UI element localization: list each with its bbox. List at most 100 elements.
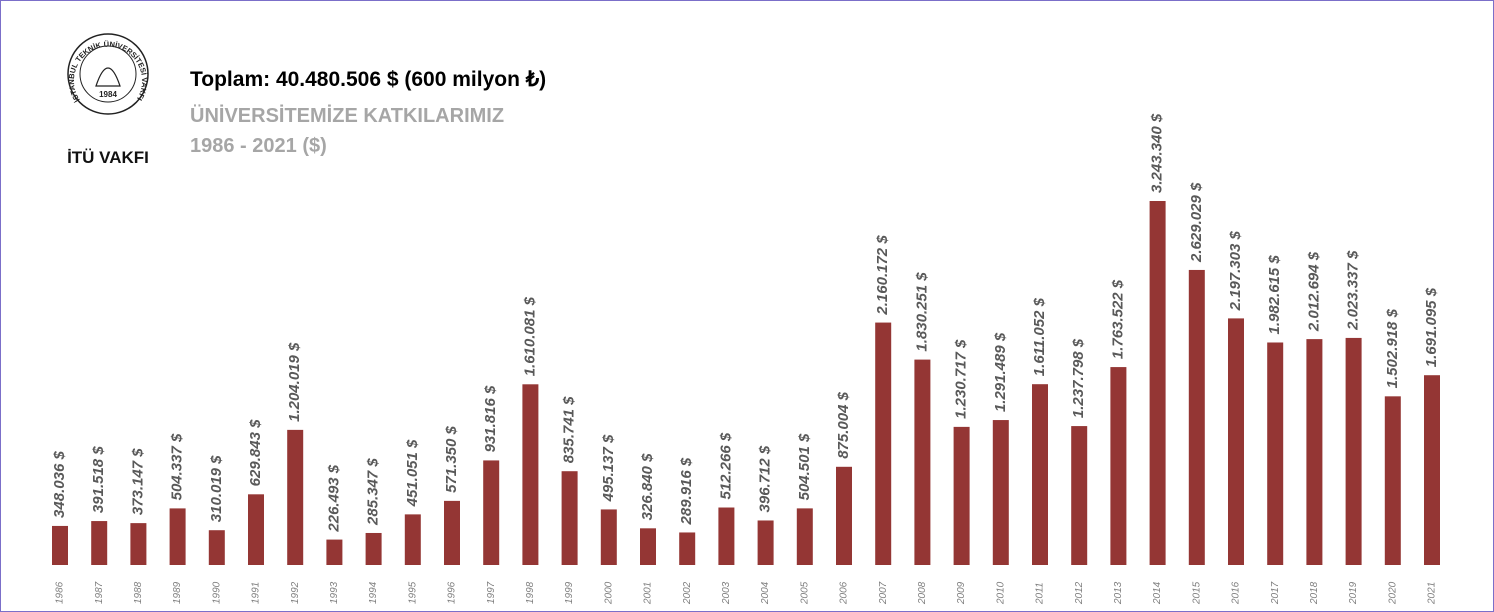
value-label: 1.982.615 $ [1266,255,1283,335]
value-label: 512.266 $ [717,432,734,499]
bar [1228,318,1244,565]
bar [365,532,382,565]
bar [679,532,696,565]
bar [640,528,656,565]
bar [914,359,931,565]
value-label: 875.004 $ [835,391,852,458]
chart-title: Toplam: 40.480.506 $ (600 milyon ₺) [190,68,546,91]
value-label: 2.629.029 $ [1188,182,1205,263]
x-tick-label: 2017 [1270,581,1281,605]
x-tick-label: 2005 [799,581,810,605]
x-tick-label: 1992 [290,581,301,604]
x-tick-label: 1990 [211,581,222,604]
bar [169,508,186,565]
value-label: 1.204.019 $ [286,342,303,422]
value-label: 396.712 $ [757,445,774,512]
x-tick-label: 1989 [172,581,183,604]
x-tick-label: 1995 [407,581,418,604]
x-tick-label: 2006 [839,581,850,605]
bar [326,539,343,565]
x-tick-label: 2018 [1309,581,1320,605]
value-label: 835.741 $ [561,396,578,463]
logo-emblem [95,67,121,87]
x-tick-label: 1996 [447,581,458,604]
value-label: 289.916 $ [678,457,695,525]
bar [953,426,970,565]
value-label: 495.137 $ [600,434,617,502]
x-tick-label: 2001 [643,582,654,605]
bar [404,514,421,565]
logo-name: İTÜ VAKFI [67,148,149,167]
x-tick-label: 1991 [251,582,262,604]
bar [600,509,617,565]
value-label: 1.610.081 $ [521,296,538,376]
x-tick-label: 2003 [721,581,732,605]
bar [718,507,735,565]
bar [1424,375,1440,565]
x-tick-label: 2021 [1427,582,1438,605]
x-tick-label: 1993 [329,581,340,604]
x-tick-label: 1998 [525,581,536,604]
logo-ring [67,33,149,115]
x-tick-label: 2010 [995,581,1006,605]
value-label: 326.840 $ [639,453,656,520]
x-tick-label: 2015 [1191,581,1202,605]
value-label: 373.147 $ [129,448,146,515]
x-tick-label: 2019 [1348,581,1359,605]
bar [248,494,264,565]
value-label: 391.518 $ [90,446,107,513]
x-tick-label: 2013 [1113,581,1124,605]
value-label: 1.611.052 $ [1031,297,1048,376]
value-label: 451.051 $ [404,439,421,507]
x-tick-label: 2007 [878,581,889,605]
value-label: 1.763.522 $ [1109,279,1126,359]
value-label: 504.337 $ [169,433,186,500]
x-tick-label: 1988 [133,581,144,604]
value-label: 2.023.337 $ [1345,250,1362,331]
bar [52,525,68,565]
value-label: 571.350 $ [443,425,460,492]
bar [561,471,578,565]
value-label: 1.237.798 $ [1070,338,1087,418]
x-tick-label: 1994 [368,581,379,604]
bar [1149,201,1166,565]
bar [757,520,774,565]
value-label: 1.830.251 $ [913,272,930,352]
bar [992,420,1009,565]
value-label: 348.036 $ [51,451,68,518]
value-label: 629.843 $ [247,419,264,486]
x-tick-label: 2004 [760,581,771,605]
x-tick-label: 2002 [682,581,693,605]
bar [875,322,892,565]
value-label: 3.243.340 $ [1149,113,1166,193]
value-label: 2.012.694 $ [1305,251,1322,332]
bar [444,500,460,565]
bar [1345,337,1362,565]
value-label: 1.291.489 $ [992,332,1009,412]
bar [1110,367,1127,565]
bar [483,460,500,565]
bar [1188,269,1205,565]
x-tick-label: 2011 [1035,582,1046,605]
x-tick-label: 2012 [1074,581,1085,605]
bar [796,508,813,565]
x-tick-label: 1987 [94,581,105,604]
x-tick-label: 2014 [1152,581,1163,605]
x-tick-label: 2020 [1387,581,1398,605]
x-tick-label: 1997 [486,581,497,604]
value-label: 2.160.172 $ [874,235,891,316]
value-label: 285.347 $ [365,458,382,526]
bar [522,384,539,565]
value-label: 2.197.303 $ [1227,230,1244,311]
bar [1306,339,1323,565]
bar [1384,396,1401,565]
chart-subtitle: ÜNİVERSİTEMİZE KATKILARIMIZ [190,104,504,127]
x-tick-label: 1999 [564,581,575,604]
value-label: 1.502.918 $ [1384,308,1401,388]
x-tick-label: 2000 [603,581,614,605]
x-tick-label: 2008 [917,581,928,605]
bar [130,523,147,565]
logo-inner-ring [79,45,137,103]
